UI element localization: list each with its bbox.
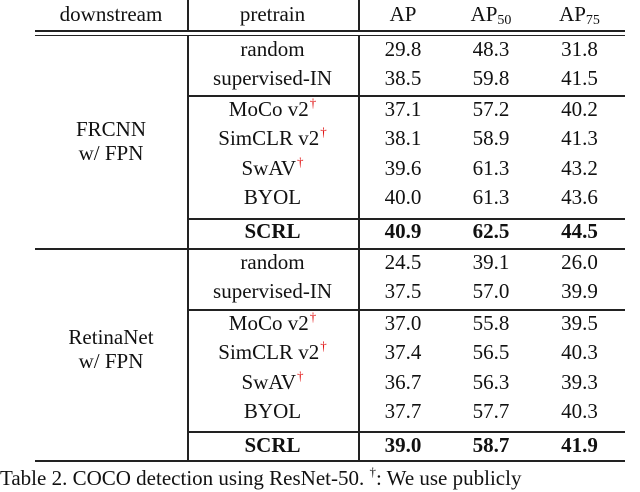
dagger-mark: † [309, 95, 317, 110]
table-row: random 24.5 39.1 26.0 [240, 250, 598, 274]
header-ap75: AP75 [559, 2, 600, 28]
rule-retinanet-baselines [187, 309, 625, 311]
rule-frcnn-scrl [187, 218, 625, 220]
header-row: downstream pretrain AP AP50 AP75 [35, 0, 625, 29]
header-downstream: downstream [59, 2, 163, 26]
table-row: MoCo v2† 37.0 55.8 39.5 [228, 309, 598, 335]
table-row: SwAV† 39.6 61.3 43.2 [241, 154, 598, 180]
table-caption: Table 2. COCO detection using ResNet-50.… [0, 464, 522, 490]
table-row: BYOL 37.7 57.7 40.3 [243, 399, 598, 423]
table-row-highlight: SCRL 39.0 58.7 41.9 [244, 433, 598, 457]
header-rule-bottom [35, 34, 625, 37]
dagger-mark: † [309, 309, 317, 324]
table-row: random 29.8 48.3 31.8 [240, 37, 598, 61]
group-separator [35, 248, 625, 250]
header-divider-2 [358, 0, 360, 30]
group-label-retinanet: RetinaNet w/ FPN [68, 325, 154, 373]
table-row: BYOL 40.0 61.3 43.6 [243, 185, 598, 209]
header-ap: AP [389, 2, 417, 26]
table-row: MoCo v2† 37.1 57.2 40.2 [228, 95, 598, 121]
table-row: SimCLR v2† 38.1 58.9 41.3 [218, 124, 598, 150]
table-bottom-rule [35, 460, 625, 462]
header-divider-1 [187, 0, 189, 30]
header-rule-top [35, 30, 625, 32]
table-row: SimCLR v2† 37.4 56.5 40.3 [218, 338, 598, 364]
header-ap50: AP50 [470, 2, 512, 28]
header-pretrain: pretrain [239, 2, 306, 26]
dagger-mark: † [320, 124, 327, 139]
table-row-highlight: SCRL 40.9 62.5 44.5 [244, 219, 598, 243]
group-label-frcnn: FRCNN w/ FPN [75, 117, 147, 165]
dagger-mark: † [296, 154, 304, 169]
table-row: supervised-IN 37.5 57.0 39.9 [213, 279, 598, 303]
rule-retinanet-scrl [187, 431, 625, 433]
dagger-mark: † [320, 338, 327, 353]
dagger-mark: † [369, 464, 376, 479]
table-row: supervised-IN 38.5 59.8 41.5 [213, 66, 598, 90]
table-row: SwAV† 36.7 56.3 39.3 [241, 368, 598, 394]
rule-frcnn-baselines [187, 95, 625, 97]
dagger-mark: † [296, 368, 304, 383]
